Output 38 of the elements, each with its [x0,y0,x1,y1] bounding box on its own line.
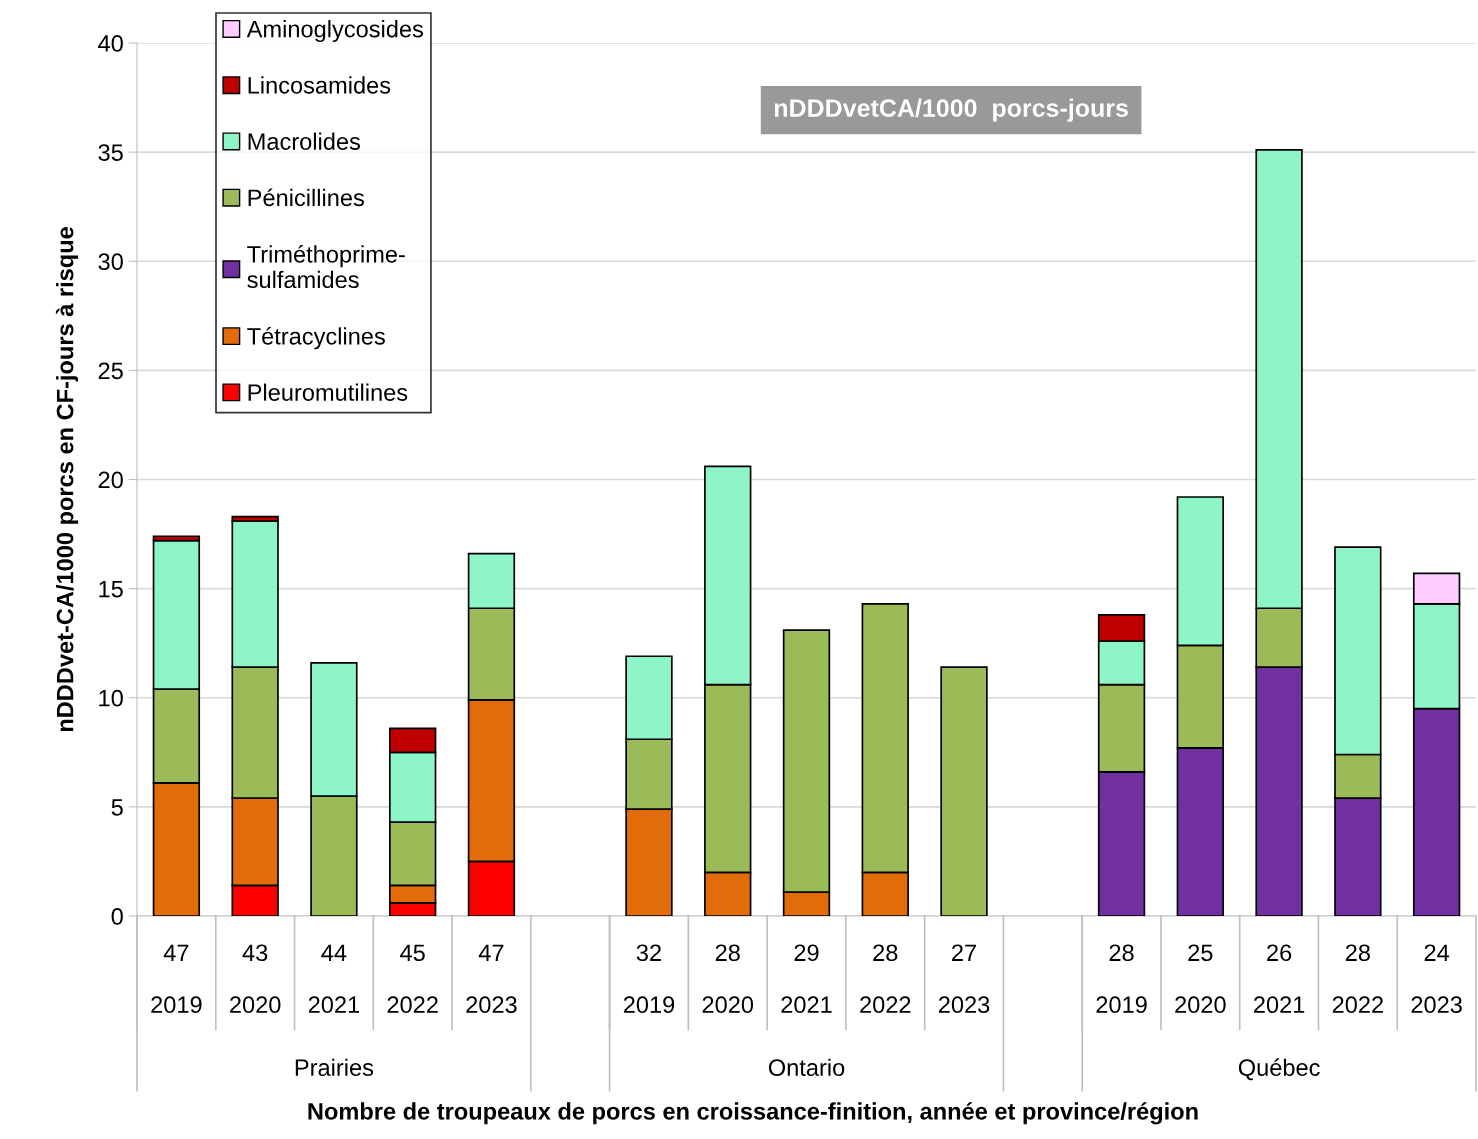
legend-label: Pénicillines [248,188,364,207]
legend-label: Pleuromutilines [248,383,408,401]
category-label: 47 2019 [151,944,202,1014]
text: Prairies [295,1058,374,1076]
legend-label: Triméthoprime- sulfamides [247,245,405,289]
legend-label: Tétracyclines [247,327,385,350]
y-tick-label: 20 [98,471,123,489]
text: Québec [1238,1058,1320,1081]
text: Ontario [768,1058,845,1076]
y-tick-label: 15 [99,580,123,598]
category-label: 32 2019 [623,944,675,1014]
category-label: 28 2022 [860,944,911,1014]
legend-label: Lincosamides [248,76,391,94]
category-label: 28 2022 [1332,944,1383,1014]
category-label: 43 2020 [230,944,281,1014]
y-tick-label: 5 [111,799,123,816]
category-label: 26 2021 [1254,944,1305,1014]
category-label: 44 2021 [308,944,360,1014]
y-tick-label: 35 [98,144,123,161]
y-tick-label: 10 [99,689,123,707]
y-axis-title: nDDDvet-CA/1000 porcs en CF-jours à risque [55,227,79,732]
category-label: 47 2023 [466,944,517,1014]
category-label: 28 2020 [702,944,754,1014]
legend-label: Macrolides [248,132,360,150]
text: Nombre de troupeaux de porcs en croissance-finition, année et province/région [308,1102,1198,1125]
y-tick-label: 30 [98,253,123,271]
category-label: 28 2019 [1096,944,1147,1014]
category-label: 29 2021 [781,944,832,1014]
category-label: 27 2023 [938,944,990,1014]
bar [940,666,988,916]
legend-label: Aminoglycosides [246,20,424,43]
y-tick-label: 0 [111,908,123,925]
y-tick-label: 40 [98,35,123,52]
category-label: 25 2020 [1175,944,1226,1014]
text: nDDDvetCA/1000 porcs-jours [774,98,1128,122]
y-tick-label: 25 [98,362,123,380]
category-label: 24 2023 [1411,944,1462,1014]
category-label: 45 2022 [387,944,438,1014]
